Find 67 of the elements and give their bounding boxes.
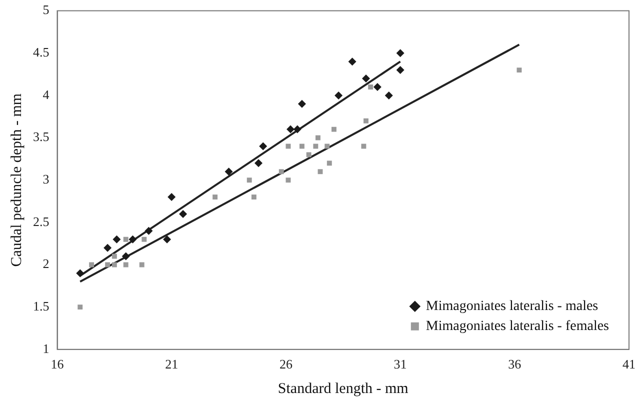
point xyxy=(384,91,393,100)
point xyxy=(318,169,323,174)
point xyxy=(123,236,128,242)
point xyxy=(246,178,252,183)
x-axis-title: Standard length - mm xyxy=(278,380,409,397)
point xyxy=(362,74,370,83)
point xyxy=(286,125,295,134)
point xyxy=(368,84,374,90)
point xyxy=(293,125,302,134)
point xyxy=(112,254,117,259)
point xyxy=(168,193,176,202)
point xyxy=(128,235,137,244)
y-tick-label: 1.5 xyxy=(33,298,50,314)
point xyxy=(332,126,336,132)
point xyxy=(364,118,368,124)
point xyxy=(78,304,83,310)
y-tick-label: 4 xyxy=(42,86,50,102)
point xyxy=(112,235,121,244)
y-tick-label: 4.5 xyxy=(33,44,50,60)
y-tick-label: 2.5 xyxy=(33,214,50,229)
point xyxy=(299,144,304,149)
y-tick-label: 3 xyxy=(42,172,50,187)
point xyxy=(112,262,117,268)
point xyxy=(286,178,291,183)
point xyxy=(142,236,147,242)
y-axis-title: Caudal peduncle depth - mm xyxy=(8,93,25,267)
point xyxy=(278,169,284,174)
x-tick-label: 26 xyxy=(279,356,293,372)
point xyxy=(251,194,256,200)
y-tick-label: 3.5 xyxy=(33,129,50,144)
point xyxy=(298,100,306,108)
x-tick-label: 36 xyxy=(508,356,522,372)
point xyxy=(306,152,312,158)
y-tick-label: 1 xyxy=(42,340,50,356)
point xyxy=(224,168,233,176)
y-tick-label: 2 xyxy=(42,256,50,272)
legend-label: Mimagoniates lateralis - females xyxy=(426,319,610,334)
point xyxy=(122,252,130,260)
x-tick-label: 16 xyxy=(50,356,64,372)
x-tick-label: 21 xyxy=(165,356,178,372)
point xyxy=(516,68,522,73)
point xyxy=(105,262,110,268)
x-tick-label: 41 xyxy=(622,356,636,372)
point xyxy=(89,262,94,268)
x-tick-label: 31 xyxy=(394,356,407,372)
point xyxy=(123,262,128,268)
point xyxy=(326,160,332,166)
legend-label: Mimagoniates lateralis - males xyxy=(426,299,598,314)
point xyxy=(324,144,330,149)
point xyxy=(104,244,112,252)
y-tick-label: 5 xyxy=(42,2,50,18)
point xyxy=(76,269,84,278)
point xyxy=(179,210,188,218)
point xyxy=(254,159,263,168)
point xyxy=(348,58,356,66)
point xyxy=(315,135,320,140)
point xyxy=(259,142,268,150)
point xyxy=(334,91,343,100)
point xyxy=(396,49,404,58)
point xyxy=(144,226,153,235)
point xyxy=(396,66,404,74)
point xyxy=(212,194,218,200)
point xyxy=(163,235,172,244)
point xyxy=(373,82,382,91)
point xyxy=(313,144,318,149)
point xyxy=(361,144,366,149)
point xyxy=(139,262,144,268)
